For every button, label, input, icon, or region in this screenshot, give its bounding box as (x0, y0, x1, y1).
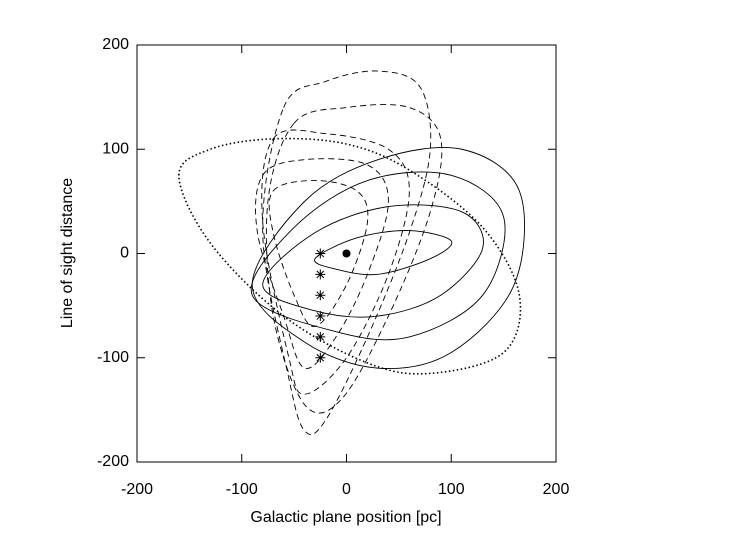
star-marker (315, 248, 326, 259)
star-marker (315, 352, 326, 363)
center-dot (342, 249, 351, 258)
y-tick-label: -200 (97, 453, 129, 470)
dashed-curve (262, 70, 432, 436)
solid-curve (251, 147, 525, 370)
x-tick-label: 0 (342, 481, 351, 498)
dashed-curve (255, 158, 389, 369)
x-tick-label: -100 (226, 481, 258, 498)
y-tick-label: 200 (102, 36, 129, 53)
x-axis-label: Galactic plane position [pc] (250, 509, 441, 526)
star-marker (315, 269, 326, 280)
star-marker (315, 290, 326, 301)
y-tick-label: 0 (120, 245, 129, 262)
solid-curve (250, 171, 506, 341)
y-axis-label: Line of sight distance (59, 178, 76, 328)
y-tick-label: -100 (97, 349, 129, 366)
solid-curve (314, 230, 453, 276)
star-marker (315, 331, 326, 342)
x-tick-label: 100 (438, 481, 465, 498)
solid-curve (262, 204, 484, 318)
dotted-curve (178, 137, 522, 375)
x-tick-label: 200 (543, 481, 570, 498)
x-tick-label: -200 (121, 481, 153, 498)
y-tick-label: 100 (102, 140, 129, 157)
dashed-curve (261, 129, 410, 395)
dashed-curve (265, 104, 443, 414)
star-marker (315, 311, 326, 322)
